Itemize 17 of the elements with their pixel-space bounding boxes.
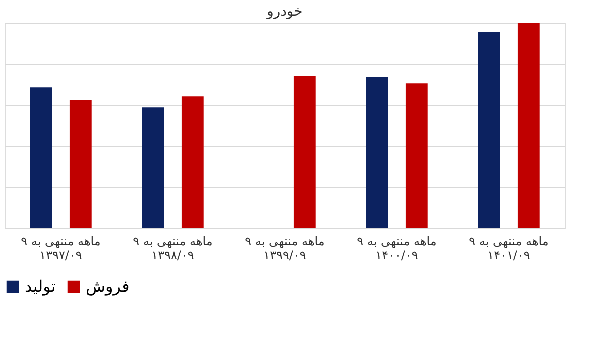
bar (518, 23, 540, 228)
bar (142, 108, 164, 228)
bar (406, 84, 428, 228)
bar (70, 100, 92, 228)
x-tick-label: ۹ ماهه منتهی به ۱۴۰۱/۰۹ (469, 234, 549, 262)
bar (294, 76, 316, 228)
bar (478, 32, 500, 228)
bar (182, 96, 204, 228)
legend-label: فروش (86, 277, 130, 296)
legend-label: تولید (25, 277, 56, 296)
x-tick-label: ۹ ماهه منتهی به ۱۳۹۹/۰۹ (245, 234, 325, 262)
bar (366, 78, 388, 228)
x-tick-label: ۹ ماهه منتهی به ۱۳۹۸/۰۹ (133, 234, 213, 262)
chart-title: خودرو (266, 4, 303, 20)
x-tick-label: ۹ ماهه منتهی به ۱۴۰۰/۰۹ (357, 234, 437, 262)
bar (30, 88, 52, 228)
x-tick-label: ۹ ماهه منتهی به ۱۳۹۷/۰۹ (21, 234, 101, 262)
